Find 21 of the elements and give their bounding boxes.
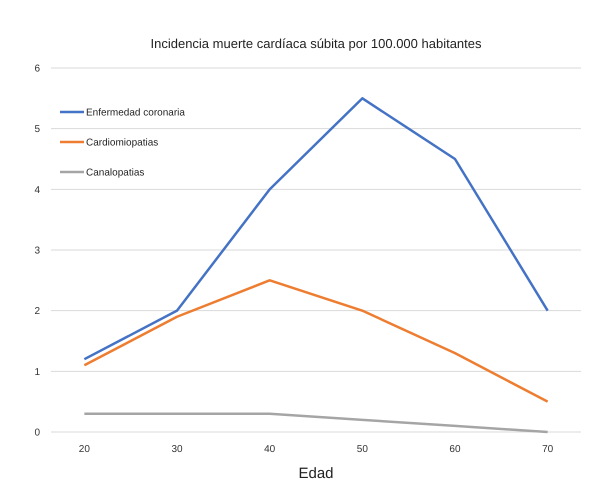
y-tick-label: 6 — [34, 64, 40, 74]
legend-label: Enfermedad coronaria — [86, 108, 186, 118]
x-tick-label: 20 — [78, 444, 90, 455]
legend-label: Canalopatias — [86, 168, 144, 178]
x-tick-label: 60 — [449, 444, 461, 455]
y-tick-label: 0 — [34, 428, 40, 438]
line-series — [83, 412, 549, 434]
y-tick-label: 1 — [34, 366, 40, 378]
y-tick-label: 3 — [34, 246, 40, 256]
x-tick-label: 50 — [356, 444, 368, 455]
y-tick-label: 2 — [34, 306, 40, 318]
x-tick-label: 30 — [171, 444, 184, 455]
line-series — [83, 97, 549, 360]
y-tick-label: 4 — [34, 184, 40, 196]
y-tick-label: 5 — [34, 124, 40, 136]
chart-title: Incidencia muerte cardíaca súbita por 100.000 habitantes — [150, 36, 482, 51]
line-series — [83, 279, 549, 403]
legend-label: Cardiomiopatias — [86, 138, 158, 148]
x-tick-label: 40 — [264, 444, 276, 455]
x-tick-label: 70 — [542, 444, 554, 455]
x-axis-title: Edad — [298, 465, 334, 482]
